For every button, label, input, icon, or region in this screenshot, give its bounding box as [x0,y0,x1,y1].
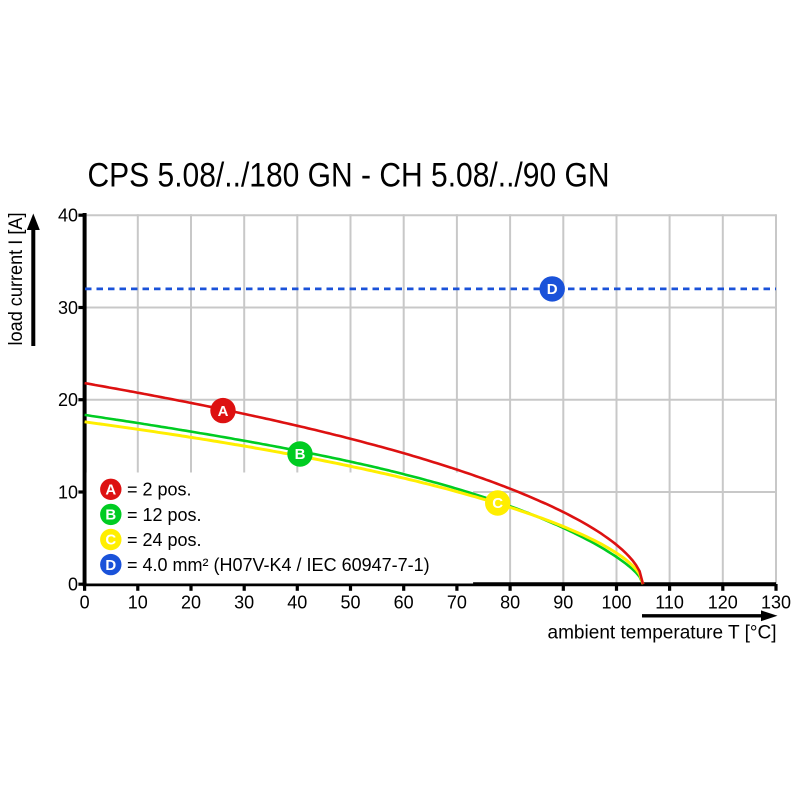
svg-text:B: B [295,446,306,463]
svg-text:0: 0 [80,592,90,612]
svg-text:= 24 pos.: = 24 pos. [127,530,202,550]
svg-text:40: 40 [58,206,78,226]
svg-text:C: C [105,532,116,549]
svg-text:110: 110 [655,592,684,612]
svg-text:80: 80 [500,592,520,612]
svg-text:120: 120 [708,592,738,612]
svg-text:30: 30 [234,592,254,612]
svg-text:10: 10 [58,482,78,502]
svg-text:20: 20 [58,390,78,410]
svg-text:130: 130 [761,592,791,612]
svg-text:90: 90 [553,592,573,612]
svg-text:= 2 pos.: = 2 pos. [127,480,192,500]
svg-text:A: A [218,403,229,420]
svg-text:B: B [105,507,116,524]
svg-text:0: 0 [68,575,78,595]
svg-text:70: 70 [447,592,467,612]
svg-text:load current I [A]: load current I [A] [6,213,27,346]
svg-text:D: D [547,281,558,298]
svg-text:C: C [492,495,503,512]
svg-text:= 12 pos.: = 12 pos. [127,505,202,525]
svg-text:50: 50 [340,592,360,612]
svg-text:20: 20 [181,592,201,612]
svg-text:60: 60 [394,592,414,612]
svg-text:D: D [105,557,116,574]
svg-text:40: 40 [287,592,307,612]
svg-text:A: A [105,482,116,499]
svg-text:100: 100 [601,592,631,612]
svg-text:ambient temperature T [°C]: ambient temperature T [°C] [548,622,777,644]
svg-text:30: 30 [58,298,78,318]
svg-text:= 4.0 mm² (H07V-K4 / IEC 60947: = 4.0 mm² (H07V-K4 / IEC 60947-7-1) [127,555,430,575]
svg-text:CPS 5.08/../180 GN - CH 5.08/.: CPS 5.08/../180 GN - CH 5.08/../90 GN [88,156,610,194]
svg-text:10: 10 [128,592,148,612]
